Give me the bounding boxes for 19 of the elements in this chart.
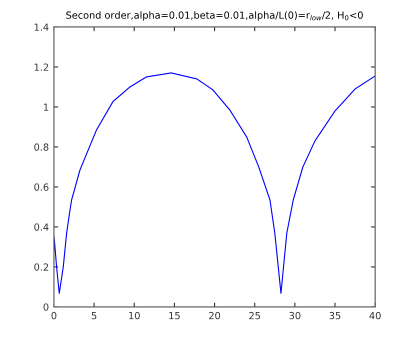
line-series [54, 72, 376, 294]
x-tick-label: 0 [52, 312, 56, 320]
y-tick-label: 0.4 [34, 223, 49, 231]
y-tick-label: 0.6 [34, 183, 48, 191]
y-tick-label: 1.2 [34, 63, 48, 71]
x-tick-label: 5 [92, 312, 96, 320]
x-tick-label: 10 [129, 312, 140, 320]
x-tick-label: 40 [369, 312, 381, 320]
x-tick-label: 35 [330, 312, 340, 320]
y-tick-label: 0.8 [34, 143, 48, 151]
x-tick-label: 15 [169, 312, 180, 320]
y-tick-label: 0.2 [34, 263, 48, 271]
chart-title: Second order,alpha=0.01,beta=0.01,alpha/L(0)=r$_{low}$/2, H$_{0}$<0 [66, 11, 363, 21]
y-tick-label: 1.4 [34, 24, 49, 31]
x-tick-label: 25 [249, 312, 260, 320]
y-tick-label: 0 [44, 303, 48, 311]
y-tick-label: 1 [44, 104, 48, 111]
x-tick-label: 30 [289, 312, 300, 320]
x-tick-label: 20 [209, 312, 220, 320]
